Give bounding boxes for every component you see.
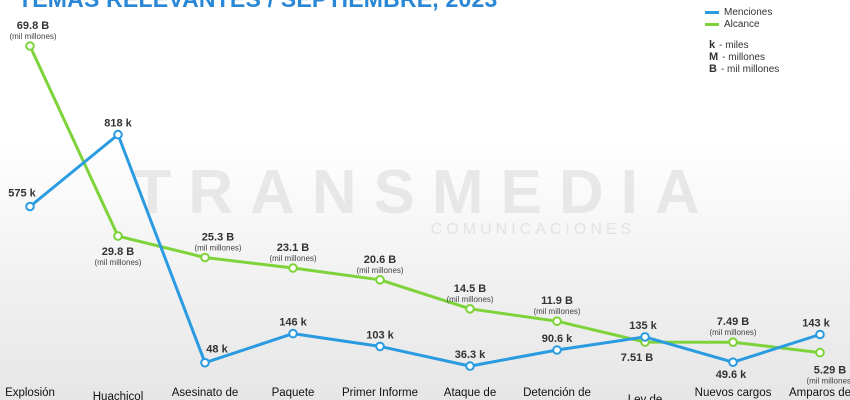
data-point-alcance xyxy=(288,263,298,273)
data-point-alcance xyxy=(465,304,475,314)
data-sublabel-alcance: (mil millones) xyxy=(709,328,756,337)
x-tick-label: Ley de xyxy=(628,394,663,400)
units-key: k- miles M- millones B- mil millones xyxy=(709,39,779,75)
data-label-alcance: 20.6 B xyxy=(364,254,396,266)
unit-row-k: k- miles xyxy=(709,39,779,51)
x-tick-label: Huachicol xyxy=(93,391,144,400)
data-label-menciones: 575 k xyxy=(8,188,36,200)
data-point-menciones xyxy=(465,361,475,371)
data-label-menciones: 49.6 k xyxy=(716,369,747,381)
data-sublabel-alcance: (mil millones) xyxy=(94,258,141,267)
data-label-menciones: 143 k xyxy=(802,318,830,330)
data-point-alcance xyxy=(113,231,123,241)
data-label-alcance: 29.8 B xyxy=(102,246,134,258)
data-point-menciones xyxy=(552,345,562,355)
x-tick-label: Explosión xyxy=(5,387,55,399)
data-label-alcance: 69.8 B xyxy=(17,20,49,32)
legend-label-alcance: Alcance xyxy=(724,18,760,30)
unit-row-m: M- millones xyxy=(709,51,779,63)
x-tick-label: Amparos de xyxy=(789,387,850,399)
x-tick-label: Detención de xyxy=(523,387,591,399)
x-tick-label: Nuevos cargos xyxy=(695,387,772,399)
data-point-menciones xyxy=(25,201,35,212)
data-sublabel-alcance: (mil millones) xyxy=(9,32,56,41)
chart-title: TEMAS RELEVANTES / SEPTIEMBRE, 2023 xyxy=(18,0,497,13)
data-label-menciones: 90.6 k xyxy=(542,333,573,345)
data-label-alcance: 25.3 B xyxy=(202,232,234,244)
unit-key-k: k xyxy=(709,39,716,51)
data-point-menciones xyxy=(815,329,825,340)
unit-key-m: M xyxy=(709,51,719,63)
unit-text-k: - miles xyxy=(719,40,749,51)
data-point-alcance xyxy=(25,41,35,51)
x-tick-label: Paquete xyxy=(272,387,315,399)
unit-row-b: B- mil millones xyxy=(709,63,779,75)
data-label-menciones: 103 k xyxy=(366,329,394,341)
data-sublabel-alcance: (mil millones) xyxy=(269,254,316,263)
data-label-alcance: 5.29 B xyxy=(814,365,846,377)
data-point-alcance xyxy=(815,347,825,358)
data-point-alcance xyxy=(375,275,385,285)
data-point-menciones xyxy=(200,357,210,368)
data-sublabel-alcance: (mil millones) xyxy=(356,266,403,275)
data-label-alcance: 14.5 B xyxy=(454,283,486,295)
data-label-menciones: 818 k xyxy=(104,118,132,130)
data-label-menciones: 36.3 k xyxy=(455,349,486,361)
data-label-menciones: 135 k xyxy=(629,320,657,332)
data-label-alcance: 23.1 B xyxy=(277,242,309,254)
data-point-menciones xyxy=(640,332,650,342)
x-tick-label: Asesinato de xyxy=(172,387,239,399)
data-label-alcance: 7.49 B xyxy=(717,316,749,328)
data-point-alcance xyxy=(200,252,210,263)
legend-swatch-menciones xyxy=(705,10,719,14)
data-point-alcance xyxy=(552,316,562,327)
series-line-alcance xyxy=(28,44,822,355)
legend-swatch-alcance xyxy=(705,22,719,26)
data-point-menciones xyxy=(728,357,738,368)
unit-text-b: - mil millones xyxy=(720,64,780,75)
data-label-alcance: 7.51 B xyxy=(621,352,653,364)
unit-text-m: - millones xyxy=(722,52,765,63)
data-sublabel-alcance: (mil millones) xyxy=(533,307,580,316)
data-sublabel-alcance: (mil millones) xyxy=(194,244,241,253)
data-point-alcance xyxy=(728,337,738,348)
data-point-menciones xyxy=(375,341,385,352)
unit-key-b: B xyxy=(709,63,717,75)
x-tick-label: Ataque de xyxy=(444,387,496,399)
data-sublabel-alcance: (mil millones) xyxy=(806,377,850,386)
legend-item-menciones: Menciones xyxy=(705,6,772,18)
legend-item-alcance: Alcance xyxy=(705,18,772,30)
x-tick-label: Primer Informe xyxy=(342,387,418,399)
data-label-alcance: 11.9 B xyxy=(541,295,573,307)
data-point-menciones xyxy=(288,328,298,339)
data-label-menciones: 48 k xyxy=(206,344,228,356)
series-line-menciones xyxy=(28,133,822,368)
legend-label-menciones: Menciones xyxy=(724,6,773,18)
data-point-menciones xyxy=(113,129,123,140)
data-label-menciones: 146 k xyxy=(279,317,307,329)
data-sublabel-alcance: (mil millones) xyxy=(446,295,493,304)
chart-legend: Menciones Alcance xyxy=(705,6,772,30)
